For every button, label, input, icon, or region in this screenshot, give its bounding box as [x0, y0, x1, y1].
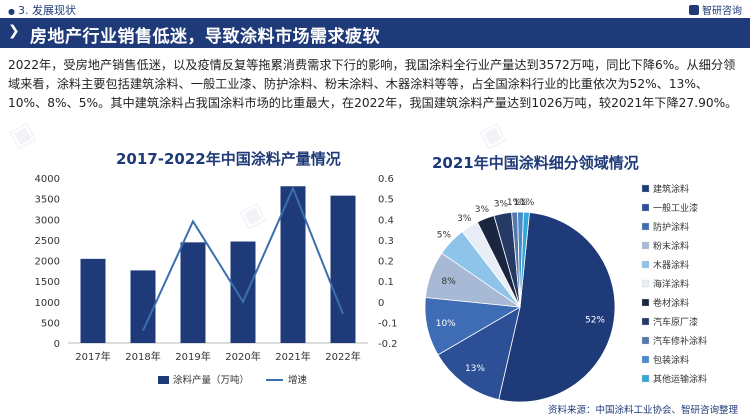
summary-paragraph: 2022年，受房地产销售低迷，以及疫情反复等拖累消费需求下行的影响，我国涂料全行… — [8, 58, 738, 110]
y-tick-label: 2500 — [35, 236, 60, 247]
y-tick-label: 500 — [41, 318, 60, 329]
y-tick-label: 2000 — [35, 257, 60, 268]
x-tick-label: 2017年 — [75, 350, 110, 363]
brand-name: 智研咨询 — [702, 6, 742, 17]
x-tick-label: 2019年 — [175, 350, 210, 363]
legend-swatch — [641, 336, 650, 345]
y2-tick-label: 0.5 — [378, 195, 394, 206]
y2-tick-label: 0.4 — [378, 215, 394, 226]
pie-data-label: 1% — [513, 198, 528, 208]
y-tick-label: 4000 — [35, 174, 60, 185]
pie-chart-title: 2021年中国涂料细分领域情况 — [432, 154, 639, 172]
legend-label: 增速 — [288, 374, 308, 386]
y2-tick-label: 0 — [378, 298, 384, 309]
bar — [130, 270, 156, 343]
title-bar: ❯ 房地产行业销售低迷，导致涂料市场需求疲软 — [0, 18, 750, 48]
bar — [180, 242, 206, 343]
legend-swatch — [641, 203, 650, 212]
brand-logo-icon — [689, 4, 699, 15]
bar — [330, 195, 356, 343]
y2-tick-label: 0.6 — [378, 174, 394, 185]
pie-data-label: 52% — [585, 315, 605, 325]
brand: 智研咨询 — [689, 2, 742, 17]
bar — [230, 241, 256, 343]
pie-slice — [519, 211, 530, 308]
y-tick-label: 0 — [54, 339, 60, 350]
legend-swatch — [641, 374, 650, 383]
chevron-right-icon: ❯ — [8, 23, 20, 39]
legend-label: 海洋涂料 — [653, 278, 689, 290]
legend-label: 包装涂料 — [653, 354, 689, 366]
legend-swatch — [641, 260, 650, 269]
section-label: ● 3. 发展现状 — [8, 2, 76, 18]
y2-tick-label: 0.3 — [378, 236, 394, 247]
source-note: 资料来源：中国涂料工业协会、智研咨询整理 — [547, 405, 738, 416]
y-tick-label: 1000 — [35, 298, 60, 309]
y-tick-label: 3500 — [35, 195, 60, 206]
pie-data-label: 3% — [494, 200, 509, 210]
top-bar: ● 3. 发展现状 智研咨询 — [0, 0, 750, 17]
legend-label: 汽车修补涂料 — [653, 335, 707, 347]
pie-slice — [437, 306, 521, 401]
y-tick-label: 3000 — [35, 215, 60, 226]
page-title: 房地产行业销售低迷，导致涂料市场需求疲软 — [30, 27, 380, 47]
x-tick-label: 2022年 — [325, 350, 360, 363]
pie-slice — [498, 212, 616, 403]
legend-label: 卷材涂料 — [653, 297, 689, 309]
bar — [80, 258, 106, 343]
x-tick-label: 2018年 — [125, 350, 160, 363]
bar-chart: 0 500 1000 1500 2000 2500 3000 3500 4000 -0.2 -0.1… — [35, 174, 398, 386]
pie-data-label: 3% — [457, 214, 472, 224]
legend-swatch-bar — [158, 376, 169, 384]
legend-swatch — [641, 279, 650, 288]
legend-label: 一般工业漆 — [653, 202, 698, 214]
bullet-icon: ● — [8, 7, 15, 16]
pie-data-label: 5% — [437, 231, 452, 241]
pie-chart: 52%13%10%8%5%3%3%3%1%1%1%建筑涂料一般工业漆防护涂料粉末… — [424, 183, 707, 403]
watermark: ▣ — [474, 115, 511, 155]
bar — [280, 186, 306, 343]
legend-swatch — [641, 298, 650, 307]
legend-swatch — [641, 184, 650, 193]
legend-label: 其他运输涂料 — [653, 373, 707, 385]
legend-label: 建筑涂料 — [653, 183, 689, 195]
pie-data-label: 3% — [475, 205, 490, 215]
legend-swatch — [641, 222, 650, 231]
legend-swatch — [641, 317, 650, 326]
y2-tick-label: -0.2 — [378, 339, 398, 350]
legend-swatch — [641, 241, 650, 250]
legend-label: 粉末涂料 — [653, 240, 689, 252]
pie-data-label: 13% — [465, 364, 485, 374]
legend-label: 木器涂料 — [653, 259, 689, 271]
pie-data-label: 1% — [520, 198, 535, 208]
y2-tick-label: -0.1 — [378, 318, 398, 329]
pie-data-label: 8% — [442, 277, 457, 287]
x-tick-label: 2021年 — [275, 350, 310, 363]
legend-swatch — [641, 355, 650, 364]
y2-tick-label: 0.2 — [378, 257, 394, 268]
legend-label: 汽车原厂漆 — [653, 316, 698, 328]
watermark: ▣ — [4, 115, 41, 155]
pie-data-label: 10% — [436, 319, 456, 329]
pie-data-label: 1% — [507, 198, 522, 208]
growth-line — [142, 185, 344, 332]
y-tick-label: 1500 — [35, 277, 60, 288]
x-tick-label: 2020年 — [225, 350, 260, 363]
bar-chart-title: 2017-2022年中国涂料产量情况 — [116, 150, 341, 168]
section-label-text: 3. 发展现状 — [17, 4, 76, 17]
y2-tick-label: 0.1 — [378, 277, 394, 288]
legend-label: 涂料产量（万吨） — [173, 374, 249, 386]
legend-label: 防护涂料 — [653, 221, 689, 233]
